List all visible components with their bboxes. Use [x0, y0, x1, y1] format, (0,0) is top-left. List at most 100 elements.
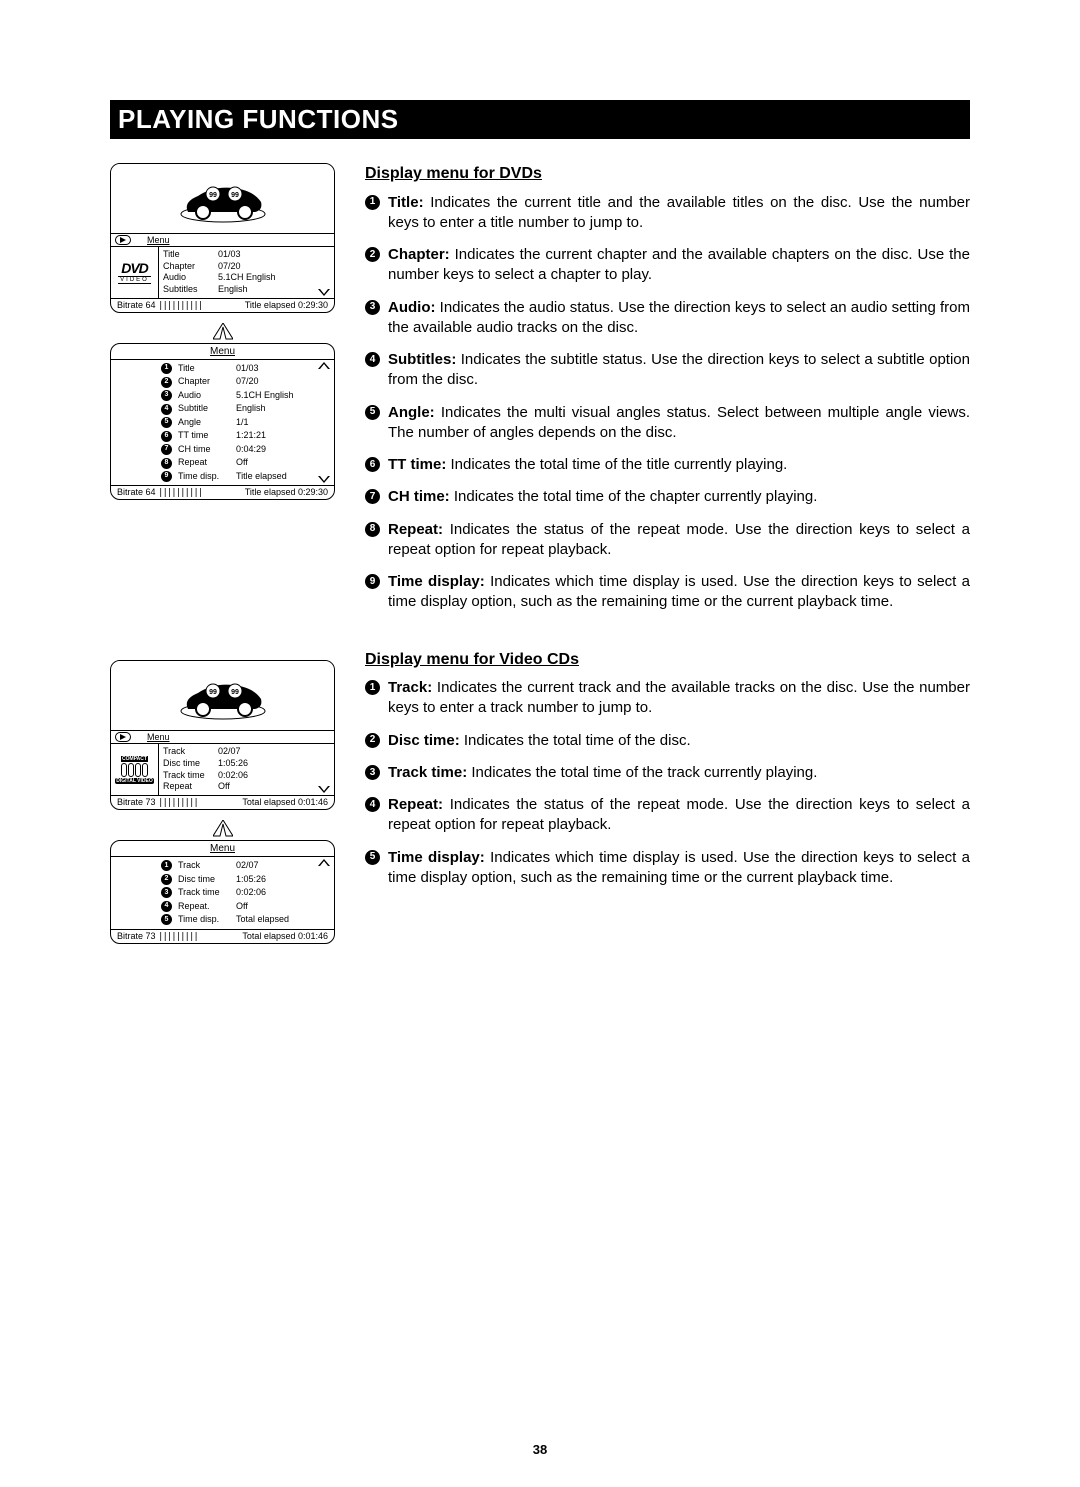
elapsed-text: Title elapsed 0:29:30: [245, 487, 328, 498]
dvd-logo-text: DVD: [121, 260, 148, 276]
menu-word: Menu: [147, 732, 170, 742]
number-circle: 4: [365, 797, 380, 812]
up-arrow-icon: [318, 859, 330, 866]
info-value: 02/07: [218, 746, 330, 758]
item-label: Time display:: [388, 849, 490, 866]
item-label: Title:: [388, 194, 430, 211]
svg-text:99: 99: [231, 689, 239, 696]
connector-arrow: [110, 323, 335, 341]
car-icon: 99 99: [173, 671, 273, 721]
menu-key: Track: [178, 859, 236, 873]
menu-key: Repeat: [178, 456, 236, 470]
status-bar: Bitrate 64 |||||||||| Title elapsed 0:29…: [111, 299, 334, 312]
mini-number-circle: 5: [161, 417, 172, 428]
play-icon: [115, 732, 131, 742]
mini-number-circle: 2: [161, 874, 172, 885]
menu-key: Time disp.: [178, 470, 236, 484]
item-label: Subtitles:: [388, 351, 461, 368]
menu-row: 7CH time0:04:29: [161, 443, 328, 457]
menu-value: English: [236, 402, 266, 416]
description-item: 2Chapter: Indicates the current chapter …: [365, 245, 970, 286]
bitrate-bars: ||||||||||: [158, 301, 202, 311]
vcd-diagram-1: 99 99 Menu COMPACT DIGITAL VIDEO: [110, 660, 335, 810]
page-container: PLAYING FUNCTIONS 99 99: [0, 0, 1080, 1024]
menu-row: 4SubtitleEnglish: [161, 402, 328, 416]
info-line: Chapter07/20: [163, 261, 330, 273]
menu-key: Track time: [178, 886, 236, 900]
bitrate-text: Bitrate 64: [117, 487, 156, 497]
menu-row: 3Track time0:02:06: [161, 886, 328, 900]
menu-row: 2Disc time1:05:26: [161, 873, 328, 887]
info-value: English: [218, 284, 330, 296]
number-circle: 5: [365, 405, 380, 420]
menu-row: 9Time disp.Title elapsed: [161, 470, 328, 484]
info-value: 1:05:26: [218, 758, 330, 770]
number-circle: 4: [365, 352, 380, 367]
number-circle: 2: [365, 733, 380, 748]
menu-row: 6TT time1:21:21: [161, 429, 328, 443]
description-item: 5 Angle: Indicates the multi visual angle…: [365, 403, 970, 444]
number-circle: 5: [365, 850, 380, 865]
info-line: Disc time1:05:26: [163, 758, 330, 770]
item-text: CH time: Indicates the total time of the…: [388, 487, 970, 507]
down-arrow-icon: [318, 476, 330, 483]
item-text: Disc time: Indicates the total time of t…: [388, 731, 970, 751]
menu-label-row: Menu: [111, 731, 334, 744]
play-icon: [115, 235, 131, 245]
menu-label-row: Menu: [111, 234, 334, 247]
video-logo-text: VIDEO: [118, 276, 151, 284]
menu-key: Repeat.: [178, 900, 236, 914]
number-circle: 1: [365, 195, 380, 210]
menu-key: Audio: [178, 389, 236, 403]
info-line: Track time0:02:06: [163, 770, 330, 782]
status-bar: Bitrate 64 |||||||||| Title elapsed 0:29…: [111, 486, 334, 499]
svg-text:99: 99: [209, 192, 217, 199]
status-bar: Bitrate 73 ||||||||| Total elapsed 0:01:…: [111, 930, 334, 943]
menu-key: TT time: [178, 429, 236, 443]
menu-key: Chapter: [178, 375, 236, 389]
mini-number-circle: 1: [161, 363, 172, 374]
item-body: Indicates the total time of the chapter …: [454, 488, 818, 505]
bitrate-bars: ||||||||||: [158, 488, 202, 498]
elapsed-text: Title elapsed 0:29:30: [245, 300, 328, 311]
menu-key: Title: [178, 362, 236, 376]
connector-arrow: [110, 820, 335, 838]
info-line: RepeatOff: [163, 781, 330, 793]
item-label: Chapter:: [388, 246, 455, 263]
up-arrow-icon: [318, 362, 330, 369]
bitrate-bars: |||||||||: [158, 932, 198, 942]
info-cell: Title01/03Chapter07/20Audio5.1CH English…: [159, 247, 334, 298]
item-label: Track time:: [388, 764, 471, 781]
description-item: 9Time display: Indicates which time disp…: [365, 572, 970, 613]
item-text: Repeat: Indicates the status of the repe…: [388, 795, 970, 836]
elapsed-text: Total elapsed 0:01:46: [242, 797, 328, 808]
info-key: Track time: [163, 770, 218, 782]
info-line: SubtitlesEnglish: [163, 284, 330, 296]
menu-key: Subtitle: [178, 402, 236, 416]
number-circle: 9: [365, 574, 380, 589]
number-circle: 6: [365, 457, 380, 472]
description-item: 1Title: Indicates the current title and …: [365, 193, 970, 234]
digital-video-text: DIGITAL VIDEO: [115, 778, 153, 784]
dvd-logo: DVD VIDEO: [111, 247, 159, 298]
menu-word: Menu: [147, 235, 170, 245]
elapsed-text: Total elapsed 0:01:46: [242, 931, 328, 942]
item-body: Indicates the audio status. Use the dire…: [388, 299, 970, 336]
item-text: Angle: Indicates the multi visual angles…: [388, 403, 970, 444]
mini-number-circle: 6: [161, 431, 172, 442]
mini-number-circle: 2: [161, 377, 172, 388]
menu-key: Angle: [178, 416, 236, 430]
item-body: Indicates the total time of the title cu…: [451, 456, 788, 473]
item-label: Angle:: [388, 404, 441, 421]
dvd-section-heading: Display menu for DVDs: [365, 163, 970, 185]
item-body: Indicates the multi visual angles status…: [388, 404, 970, 441]
menu-row: 4Repeat.Off: [161, 900, 328, 914]
description-item: 6TT time: Indicates the total time of th…: [365, 455, 970, 475]
compact-text: COMPACT: [121, 756, 148, 762]
menu-header: Menu: [111, 841, 334, 857]
number-circle: 1: [365, 680, 380, 695]
item-label: Disc time:: [388, 732, 464, 749]
mini-number-circle: 3: [161, 887, 172, 898]
page-number: 38: [0, 1442, 1080, 1457]
item-body: Indicates the subtitle status. Use the d…: [388, 351, 970, 388]
